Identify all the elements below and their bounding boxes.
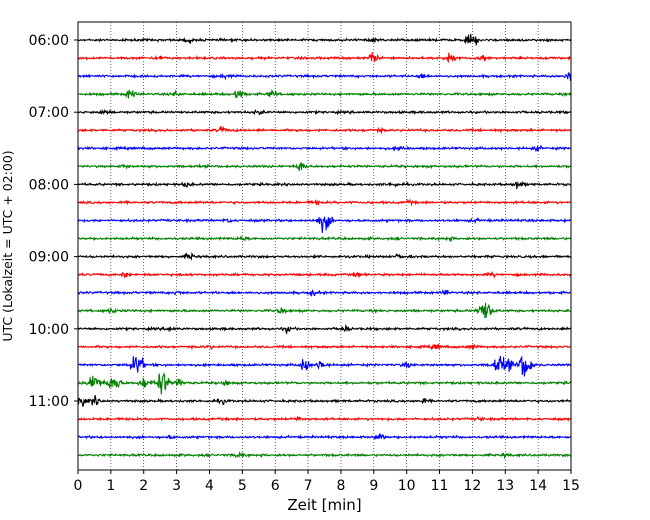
trace-1115	[77, 416, 572, 423]
trace-1000	[77, 323, 572, 335]
trace-0745	[77, 162, 572, 171]
seismic-traces	[77, 33, 572, 460]
trace-1015	[77, 343, 572, 351]
x-tick-label: 13	[496, 478, 514, 494]
trace-1100	[77, 395, 572, 408]
x-gridlines	[77, 22, 572, 470]
trace-1145	[77, 450, 572, 460]
y-tick-label: 11:00	[29, 394, 69, 410]
x-tick-label: 15	[562, 478, 580, 494]
x-tick-label: 2	[139, 478, 148, 494]
x-tick-label: 3	[172, 478, 181, 494]
trace-0845	[77, 235, 572, 243]
x-tick-label: 10	[398, 478, 416, 494]
y-tick-label: 06:00	[29, 33, 69, 49]
x-tick-label: 11	[431, 478, 449, 494]
trace-0730	[77, 145, 572, 153]
trace-0700	[77, 108, 572, 116]
trace-0830	[77, 216, 572, 233]
x-tick-label: 6	[271, 478, 280, 494]
trace-0915	[77, 270, 572, 279]
trace-1030	[77, 355, 572, 377]
trace-0930	[77, 288, 572, 297]
x-tick-label: 0	[74, 478, 83, 494]
trace-1045	[77, 371, 572, 395]
plot-frame	[77, 21, 572, 471]
y-tick-label: 08:00	[29, 177, 69, 193]
x-tick-label: 14	[529, 478, 547, 494]
x-tick-label: 8	[336, 478, 345, 494]
y-tick-label: 07:00	[29, 105, 69, 121]
x-tick-label: 4	[205, 478, 214, 494]
y-tick-label: 09:00	[29, 250, 69, 266]
x-tick-label: 5	[238, 478, 247, 494]
y-axis-title: UTC (Lokalzeit = UTC + 02:00)	[0, 150, 15, 341]
trace-0815	[77, 198, 572, 207]
x-axis-ticks: 0 1 2 3 4 5 6 7 8 9 10 11 12 13 14 15	[74, 470, 580, 494]
x-tick-label: 1	[106, 478, 115, 494]
trace-1130	[77, 433, 572, 441]
trace-0900	[77, 251, 572, 261]
trace-0630	[77, 71, 572, 82]
x-tick-label: 7	[304, 478, 313, 494]
y-axis-ticks: 06:00 07:00 08:00 09:00 10:00 11:00	[29, 33, 78, 410]
x-tick-label: 12	[463, 478, 481, 494]
trace-0600	[77, 33, 572, 46]
trace-0715	[77, 126, 572, 134]
trace-0800	[77, 180, 572, 189]
trace-0945	[77, 302, 572, 318]
trace-0615	[77, 52, 572, 64]
y-tick-label: 10:00	[29, 322, 69, 338]
trace-0645	[77, 89, 572, 99]
x-tick-label: 9	[369, 478, 378, 494]
x-axis-title: Zeit [min]	[287, 496, 361, 514]
